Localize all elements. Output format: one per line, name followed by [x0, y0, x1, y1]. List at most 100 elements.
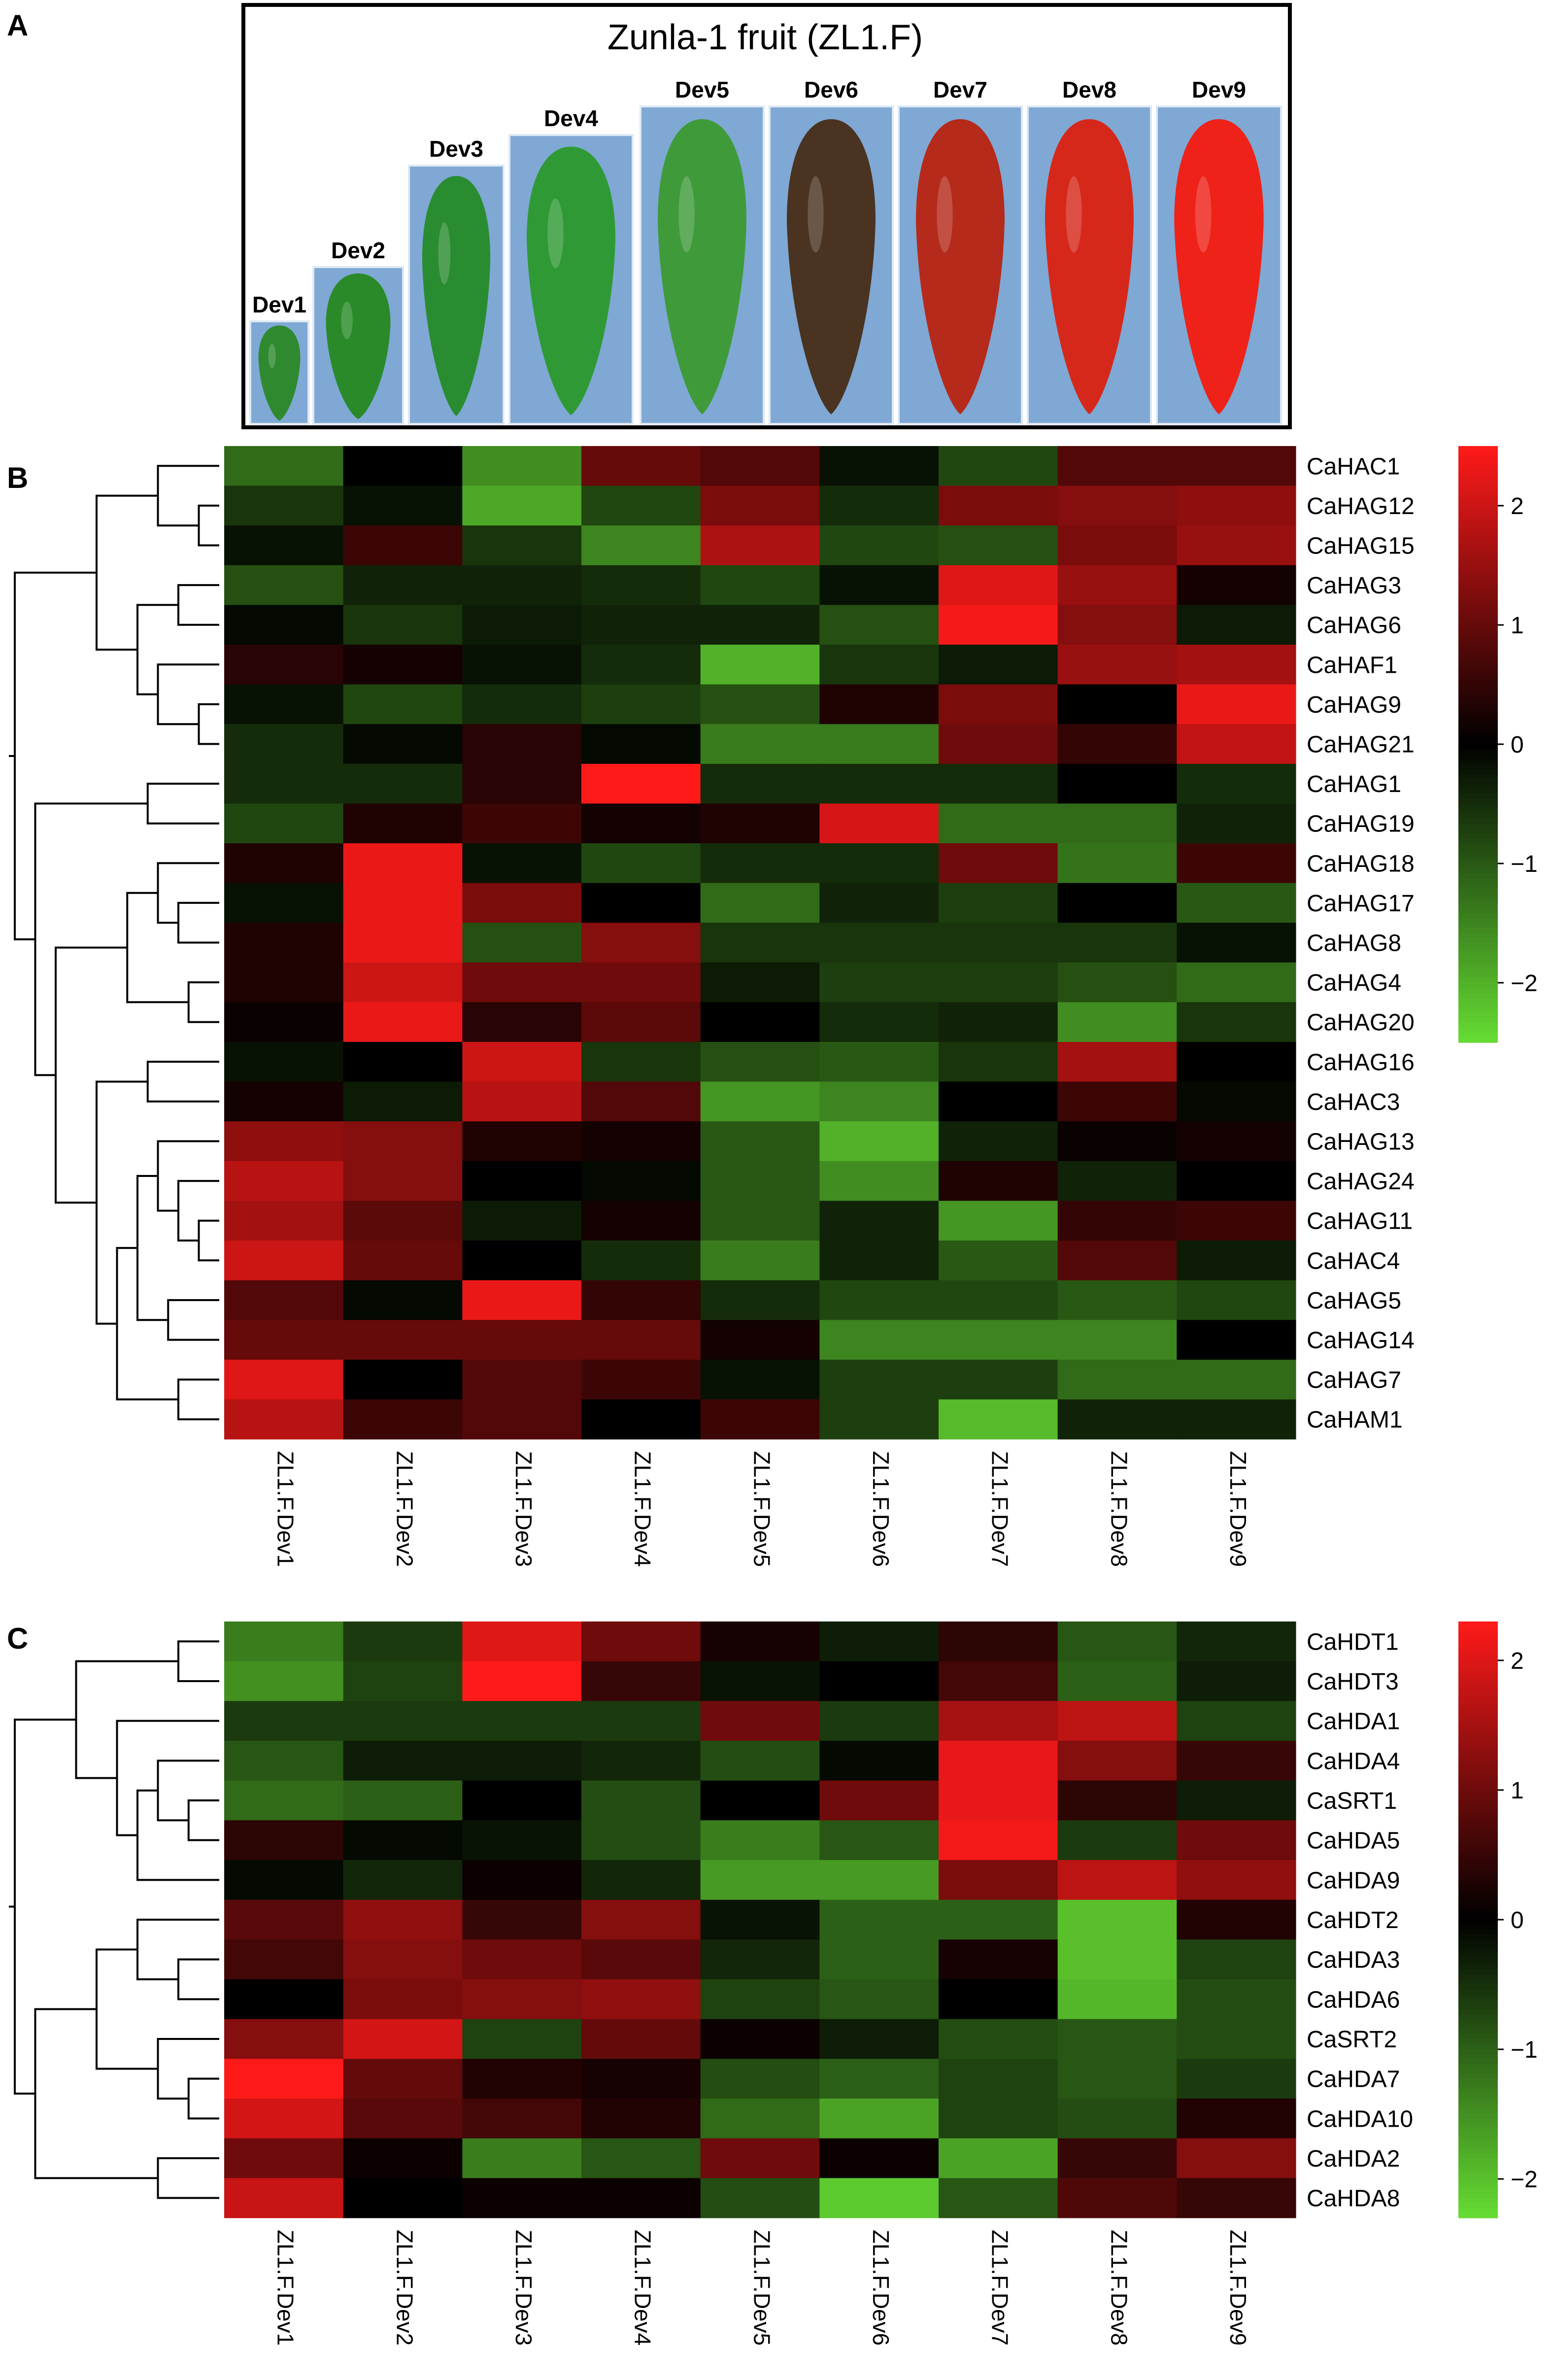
colorbar-segment	[1458, 1979, 1498, 1985]
heatmap-cell	[939, 1241, 1058, 1281]
colorbar-segment	[1458, 635, 1498, 641]
heatmap-cell	[224, 1780, 344, 1821]
heatmap-cell	[819, 883, 939, 923]
heatmap-cell	[819, 485, 939, 526]
colorbar-segment	[1458, 550, 1498, 556]
dendrogram-branch	[116, 1247, 178, 1401]
heatmap-cell	[343, 645, 463, 685]
heatmap-cell	[581, 1201, 701, 1241]
colorbar-segment	[1458, 1820, 1498, 1826]
colorbar-segment	[1458, 833, 1498, 839]
heatmap-cell	[819, 1661, 939, 1701]
column-label: ZL1.F.Dev6	[868, 1451, 894, 1567]
colorbar-segment	[1458, 2148, 1498, 2154]
colorbar-segment	[1458, 883, 1498, 889]
colorbar-segment	[1458, 848, 1498, 854]
heatmap-cell	[819, 605, 939, 645]
heatmap-cell	[1177, 2019, 1296, 2059]
colorbar-segment	[1458, 1825, 1498, 1831]
colorbar-segment	[1458, 1646, 1498, 1652]
colorbar-segment	[1458, 888, 1498, 894]
heatmap-cell	[224, 1979, 344, 2020]
colorbar-segment	[1458, 1002, 1498, 1008]
heatmap-cell	[343, 803, 463, 844]
colorbar-segment	[1458, 2054, 1498, 2060]
heatmap-cell	[1177, 1399, 1296, 1440]
panel-b-letter: B	[7, 461, 28, 494]
colorbar-segment	[1458, 1725, 1498, 1731]
colorbar-segment	[1458, 535, 1498, 541]
colorbar-segment	[1458, 873, 1498, 879]
fruit-highlight	[438, 222, 451, 285]
heatmap-cell	[224, 2178, 344, 2218]
heatmap-cell	[700, 565, 820, 605]
heatmap-cell	[1057, 2138, 1177, 2178]
colorbar-segment	[1458, 1964, 1498, 1970]
colorbar-segment	[1458, 2088, 1498, 2094]
heatmap-cell	[343, 1042, 463, 1082]
colorbar-segment	[1458, 998, 1498, 1003]
heatmap-cell	[224, 962, 344, 1002]
heatmap-cell	[581, 1939, 701, 1980]
heatmap-cell	[462, 1121, 582, 1162]
heatmap-cell	[224, 1820, 344, 1861]
colorbar-segment	[1458, 1701, 1498, 1707]
colorbar-segment	[1458, 506, 1498, 511]
heatmap-cell	[343, 1280, 463, 1320]
colorbar-segment	[1458, 2004, 1498, 2010]
heatmap-cell	[462, 565, 582, 605]
heatmap-cell	[819, 1280, 939, 1320]
row-label: CaHAG8	[1307, 931, 1401, 957]
heatmap-cell	[1177, 2059, 1296, 2099]
stage-label: Dev9	[1192, 77, 1246, 103]
heatmap-b	[224, 446, 1296, 1440]
panel-c-letter: C	[7, 1622, 28, 1655]
colorbar-segment	[1458, 1770, 1498, 1776]
heatmap-cell	[1177, 565, 1296, 605]
colorbar-segment	[1458, 1904, 1498, 1910]
heatmap-cell	[343, 2099, 463, 2139]
fruit-stage-9: Dev9	[1156, 77, 1282, 425]
heatmap-cell	[819, 1002, 939, 1042]
panel-b: B CaHAC1CaHAG12CaHAG15CaHAG3CaHAG6CaHAF1…	[7, 446, 1538, 1567]
colorbar-segment	[1458, 819, 1498, 825]
heatmap-cell	[581, 1042, 701, 1082]
row-label: CaHAC3	[1307, 1089, 1400, 1115]
colorbar-segment	[1458, 704, 1498, 710]
heatmap-cell	[700, 605, 820, 645]
heatmap-cell	[462, 1201, 582, 1241]
row-label: CaHDT3	[1307, 1669, 1399, 1695]
heatmap-cell	[343, 962, 463, 1002]
colorbar-segment	[1458, 1641, 1498, 1647]
heatmap-cell	[462, 1002, 582, 1042]
heatmap-cell	[1177, 1121, 1296, 1162]
colorbar-segment	[1458, 500, 1498, 506]
heatmap-cell	[700, 1320, 820, 1360]
heatmap-cell	[462, 1161, 582, 1201]
colorbar-segment	[1458, 530, 1498, 536]
heatmap-cell	[1057, 1820, 1177, 1861]
column-label: ZL1.F.Dev7	[987, 1451, 1013, 1567]
heatmap-cell	[581, 2178, 701, 2218]
colorbar-segment	[1458, 2093, 1498, 2099]
heatmap-cell	[343, 1780, 463, 1821]
colorbar-segment	[1458, 1730, 1498, 1736]
colorbar-segment	[1458, 1686, 1498, 1691]
heatmap-cell	[939, 1161, 1058, 1201]
heatmap-cell	[1177, 883, 1296, 923]
heatmap-cell	[700, 883, 820, 923]
heatmap-cell	[700, 1899, 820, 1940]
heatmap-cell	[224, 2099, 344, 2139]
colorbar-segment	[1458, 485, 1498, 491]
colorbar-segment	[1458, 625, 1498, 630]
dendrogram-branch	[177, 1958, 219, 2001]
row-label: CaHDA5	[1307, 1828, 1400, 1854]
colorbar-segment	[1458, 1760, 1498, 1766]
heatmap-cell	[1177, 1241, 1296, 1281]
heatmap-cell	[1177, 724, 1296, 764]
heatmap-cell	[1177, 843, 1296, 884]
heatmap-cell	[581, 1860, 701, 1900]
heatmap-cell	[581, 2138, 701, 2178]
dendrogram-branch	[177, 1640, 219, 1682]
heatmap-cell	[819, 2059, 939, 2099]
